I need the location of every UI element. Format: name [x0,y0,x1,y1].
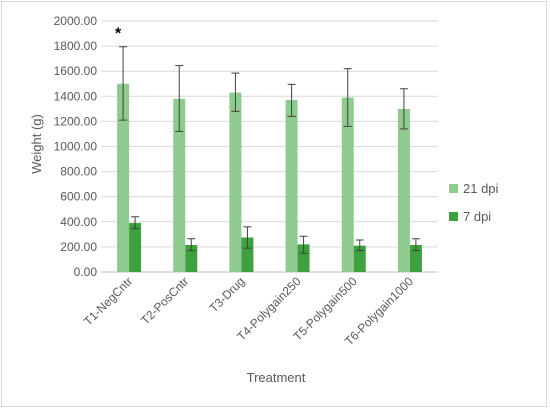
y-tick-label: 400.00 [60,215,97,229]
y-axis-tick-labels: 0.00 200.00 400.00 600.00 800.00 1000.00 1200.… [54,14,98,279]
x-axis-title: Treatment [247,370,306,385]
bar-7-dpi-t3-drug [241,237,254,272]
legend-swatch-21-dpi [449,184,458,193]
significance-annotation: * [115,26,122,43]
bar-21-dpi-t3-drug [229,92,242,272]
x-axis-tick-labels: T1-NegCntr T2-PosCntr T3-DrugT4-Polygain25… [81,274,416,348]
y-tick-label: 800.00 [60,165,97,179]
y-tick-label: 2000.00 [54,14,98,28]
y-tick-label: 200.00 [60,240,97,254]
y-tick-label: 1400.00 [54,89,98,103]
error-bars [119,46,420,254]
bar-7-dpi-t1-negcntr [129,223,142,272]
bar-7-dpi-t4-polygain250 [297,244,310,272]
y-axis-title: Weight (g) [29,114,44,174]
bar-21-dpi-t6-polygain1000 [397,108,410,272]
legend-label-21-dpi: 21 dpi [463,181,499,196]
x-tick-label: T1-NegCntr [81,274,135,328]
annotations: * [115,26,122,43]
legend-label-7-dpi: 7 dpi [463,209,491,224]
y-tick-label: 1000.00 [54,140,98,154]
y-tick-label: 1800.00 [54,39,98,53]
legend-swatch-7-dpi [449,212,458,221]
y-tick-label: 1600.00 [54,64,98,78]
x-tick-label: T2-PosCntr [138,274,191,327]
bar-7-dpi-t6-polygain1000 [409,245,422,272]
y-tick-label: 0.00 [74,265,98,279]
bar-21-dpi-t1-negcntr [117,83,130,272]
bar-21-dpi-t2-poscntr [173,98,186,272]
y-tick-label: 1200.00 [54,114,98,128]
gridlines [101,20,438,273]
bar-series [117,83,422,273]
bar-7-dpi-t2-poscntr [185,245,198,272]
x-tick-label: T3-Drug [207,274,248,315]
bar-21-dpi-t5-polygain500 [341,97,354,273]
y-tick-label: 600.00 [60,190,97,204]
legend: 21 dpi 7 dpi [449,181,499,224]
bar-21-dpi-t4-polygain250 [285,100,298,272]
bar-7-dpi-t5-polygain500 [353,245,366,272]
